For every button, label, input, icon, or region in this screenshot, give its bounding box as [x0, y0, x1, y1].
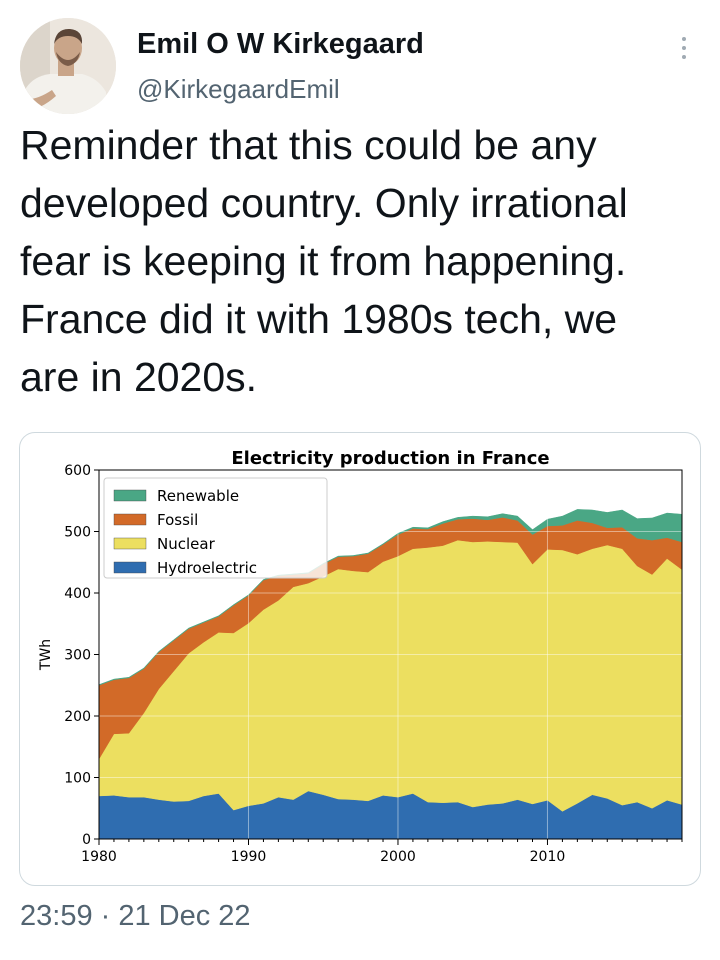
avatar-image — [20, 18, 116, 114]
y-tick-label: 200 — [64, 709, 91, 725]
author-name[interactable]: Emil O W Kirkegaard — [137, 28, 424, 60]
y-tick-label: 600 — [64, 463, 91, 479]
legend-swatch-hydroelectric — [113, 561, 147, 574]
tweet-media-image[interactable]: 0 100 200 300 400 500 600 1980 1990 2000 2010 Elec… — [19, 432, 701, 886]
avatar[interactable] — [20, 18, 116, 114]
legend-label-nuclear: Nuclear — [157, 535, 216, 553]
legend-swatch-renewable — [113, 489, 147, 502]
y-axis-label: TWh — [38, 639, 54, 671]
y-tick-label: 300 — [64, 648, 91, 664]
x-tick-label: 1990 — [231, 849, 267, 865]
tweet-text: Reminder that this could be any develope… — [20, 122, 628, 400]
legend-label-fossil: Fossil — [157, 511, 198, 529]
chart-legend: Renewable Fossil Nuclear Hydroelectric — [103, 477, 328, 579]
legend-swatch-fossil — [113, 513, 147, 526]
chart-title: Electricity production in France — [231, 448, 549, 469]
more-dot — [682, 46, 686, 50]
more-vertical-icon[interactable] — [668, 30, 700, 66]
chart: 0 100 200 300 400 500 600 1980 1990 2000 2010 Elec… — [38, 448, 683, 865]
legend-label-renewable: Renewable — [157, 487, 239, 505]
legend-label-hydroelectric: Hydroelectric — [157, 559, 257, 577]
legend-swatch-nuclear — [113, 537, 147, 550]
y-tick-label: 400 — [64, 586, 91, 602]
y-tick-label: 500 — [64, 525, 91, 541]
x-tick-label: 1980 — [81, 849, 117, 865]
x-tick-label: 2010 — [530, 849, 566, 865]
area-nuclear — [98, 539, 683, 812]
more-dot — [682, 55, 686, 59]
legend-box — [103, 477, 328, 579]
more-dot — [682, 37, 686, 41]
tweet-timestamp[interactable]: 23:59 · 21 Dec 22 — [20, 900, 251, 932]
y-tick-label: 0 — [82, 832, 91, 848]
author-handle[interactable]: @KirkegaardEmil — [137, 74, 340, 104]
x-tick-label: 2000 — [380, 849, 416, 865]
y-tick-label: 100 — [64, 771, 91, 787]
